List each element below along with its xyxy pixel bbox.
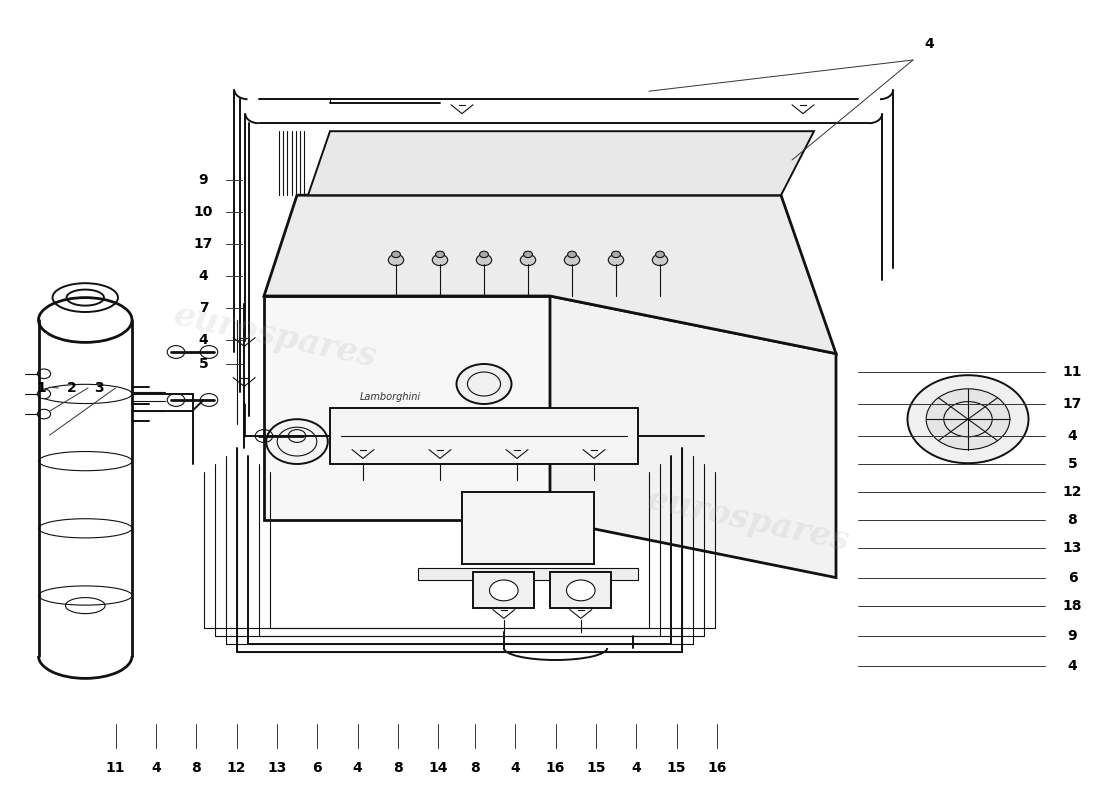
- Bar: [550, 572, 610, 608]
- Polygon shape: [308, 131, 814, 195]
- Text: 16: 16: [546, 761, 565, 775]
- Circle shape: [612, 251, 620, 258]
- Text: 13: 13: [267, 761, 287, 775]
- Text: 14: 14: [428, 761, 448, 775]
- Text: 6: 6: [1068, 570, 1077, 585]
- Circle shape: [908, 375, 1028, 463]
- Circle shape: [37, 369, 51, 378]
- Circle shape: [436, 251, 444, 258]
- Text: 5: 5: [199, 357, 208, 371]
- Text: eurospares: eurospares: [644, 482, 852, 558]
- Circle shape: [37, 410, 51, 419]
- Circle shape: [456, 364, 512, 404]
- Text: eurospares: eurospares: [170, 298, 380, 374]
- Text: 8: 8: [1068, 513, 1077, 527]
- Text: Lamborghini: Lamborghini: [360, 392, 420, 402]
- Text: 4: 4: [1068, 429, 1077, 443]
- Text: 17: 17: [1063, 397, 1082, 411]
- Text: 17: 17: [194, 237, 213, 251]
- Circle shape: [37, 389, 51, 398]
- Circle shape: [568, 251, 576, 258]
- Circle shape: [332, 419, 394, 464]
- Text: 7: 7: [199, 301, 208, 315]
- Bar: [473, 572, 534, 608]
- Circle shape: [490, 580, 518, 601]
- Text: 4: 4: [353, 761, 362, 775]
- Circle shape: [656, 251, 664, 258]
- Polygon shape: [264, 296, 550, 520]
- Text: 16: 16: [707, 761, 727, 775]
- Text: 3: 3: [95, 381, 103, 395]
- Text: 5: 5: [1068, 457, 1077, 471]
- Text: 4: 4: [199, 269, 208, 283]
- Text: 10: 10: [194, 205, 213, 219]
- Bar: [330, 408, 638, 464]
- Text: 4: 4: [510, 761, 519, 775]
- Text: 4: 4: [631, 761, 640, 775]
- Text: 12: 12: [1063, 485, 1082, 499]
- Text: 15: 15: [586, 761, 606, 775]
- Text: 12: 12: [227, 761, 246, 775]
- Circle shape: [520, 254, 536, 266]
- Circle shape: [266, 419, 328, 464]
- Polygon shape: [264, 195, 836, 354]
- Text: 9: 9: [1068, 629, 1077, 643]
- Text: 8: 8: [191, 761, 200, 775]
- Circle shape: [476, 254, 492, 266]
- Bar: [462, 492, 594, 564]
- Text: 2: 2: [67, 381, 76, 395]
- Text: 4: 4: [925, 37, 934, 51]
- Text: 4: 4: [152, 761, 161, 775]
- Text: 15: 15: [667, 761, 686, 775]
- Circle shape: [566, 580, 595, 601]
- Circle shape: [564, 254, 580, 266]
- Circle shape: [926, 389, 1010, 450]
- Text: 9: 9: [199, 173, 208, 187]
- Text: 8: 8: [394, 761, 403, 775]
- Text: 6: 6: [312, 761, 321, 775]
- Polygon shape: [550, 296, 836, 578]
- Circle shape: [388, 254, 404, 266]
- Text: 4: 4: [1068, 658, 1077, 673]
- Text: 4: 4: [199, 333, 208, 347]
- Circle shape: [480, 251, 488, 258]
- Text: 18: 18: [1063, 599, 1082, 614]
- Text: 11: 11: [106, 761, 125, 775]
- Text: 8: 8: [471, 761, 480, 775]
- Circle shape: [524, 251, 532, 258]
- Circle shape: [608, 254, 624, 266]
- Bar: [418, 568, 638, 580]
- Text: 13: 13: [1063, 541, 1082, 555]
- Circle shape: [652, 254, 668, 266]
- Circle shape: [432, 254, 448, 266]
- Circle shape: [392, 251, 400, 258]
- Text: 11: 11: [1063, 365, 1082, 379]
- Text: 1: 1: [37, 381, 46, 395]
